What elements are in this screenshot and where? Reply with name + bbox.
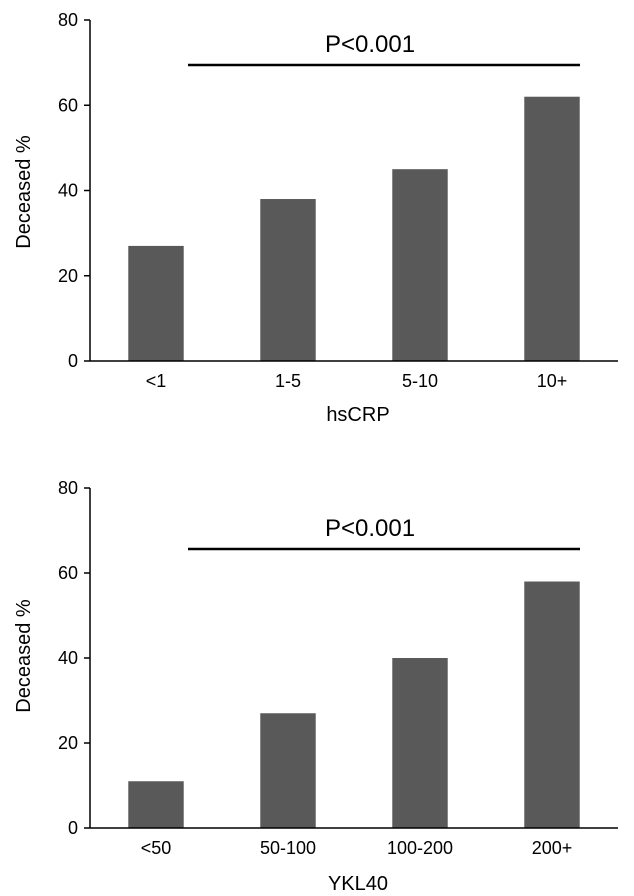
bar: [128, 781, 184, 828]
bar: [524, 581, 580, 828]
bar: [260, 199, 316, 361]
plot-area: 0 20 40 60 80 <50 50-100 100-200 200+: [58, 478, 618, 858]
y-tick-label: 20: [58, 733, 78, 753]
x-axis-label: hsCRP: [326, 404, 389, 426]
bar: [392, 658, 448, 828]
x-axis-label: YKL40: [328, 873, 388, 895]
x-tick-label: 1-5: [275, 371, 301, 391]
bar: [128, 245, 184, 361]
y-tick-label: 60: [58, 95, 78, 115]
y-axis-label: Deceased %: [13, 135, 35, 249]
y-tick-label: 80: [58, 478, 78, 498]
x-tick-label: <1: [146, 371, 167, 391]
y-tick-label: 0: [68, 818, 78, 838]
x-tick-label: <50: [141, 838, 172, 858]
y-tick-label: 40: [58, 181, 78, 201]
x-tick-label: 5-10: [402, 371, 438, 391]
x-tick-label: 200+: [532, 838, 573, 858]
bar: [524, 96, 580, 361]
x-tick-label: 10+: [537, 371, 568, 391]
significance-label: P<0.001: [325, 515, 415, 542]
y-tick-label: 40: [58, 648, 78, 668]
y-axis-label: Deceased %: [13, 599, 35, 713]
significance-label: P<0.001: [325, 31, 415, 58]
chart-hscrp: Deceased % hsCRP P<0.001 0 20 40 60 80 <1 1-5 5…: [13, 10, 618, 426]
x-tick-label: 50-100: [260, 838, 316, 858]
y-tick-label: 60: [58, 563, 78, 583]
x-tick-label: 100-200: [387, 838, 453, 858]
bar: [260, 713, 316, 828]
plot-area: 0 20 40 60 80 <1 1-5 5-10 10+: [58, 10, 618, 391]
y-tick-label: 0: [68, 351, 78, 371]
chart-ykl40: Deceased % YKL40 P<0.001 0 20 40 60 80 <50 50-…: [13, 478, 618, 895]
bar: [392, 169, 448, 361]
y-tick-label: 80: [58, 10, 78, 30]
y-tick-label: 20: [58, 266, 78, 286]
